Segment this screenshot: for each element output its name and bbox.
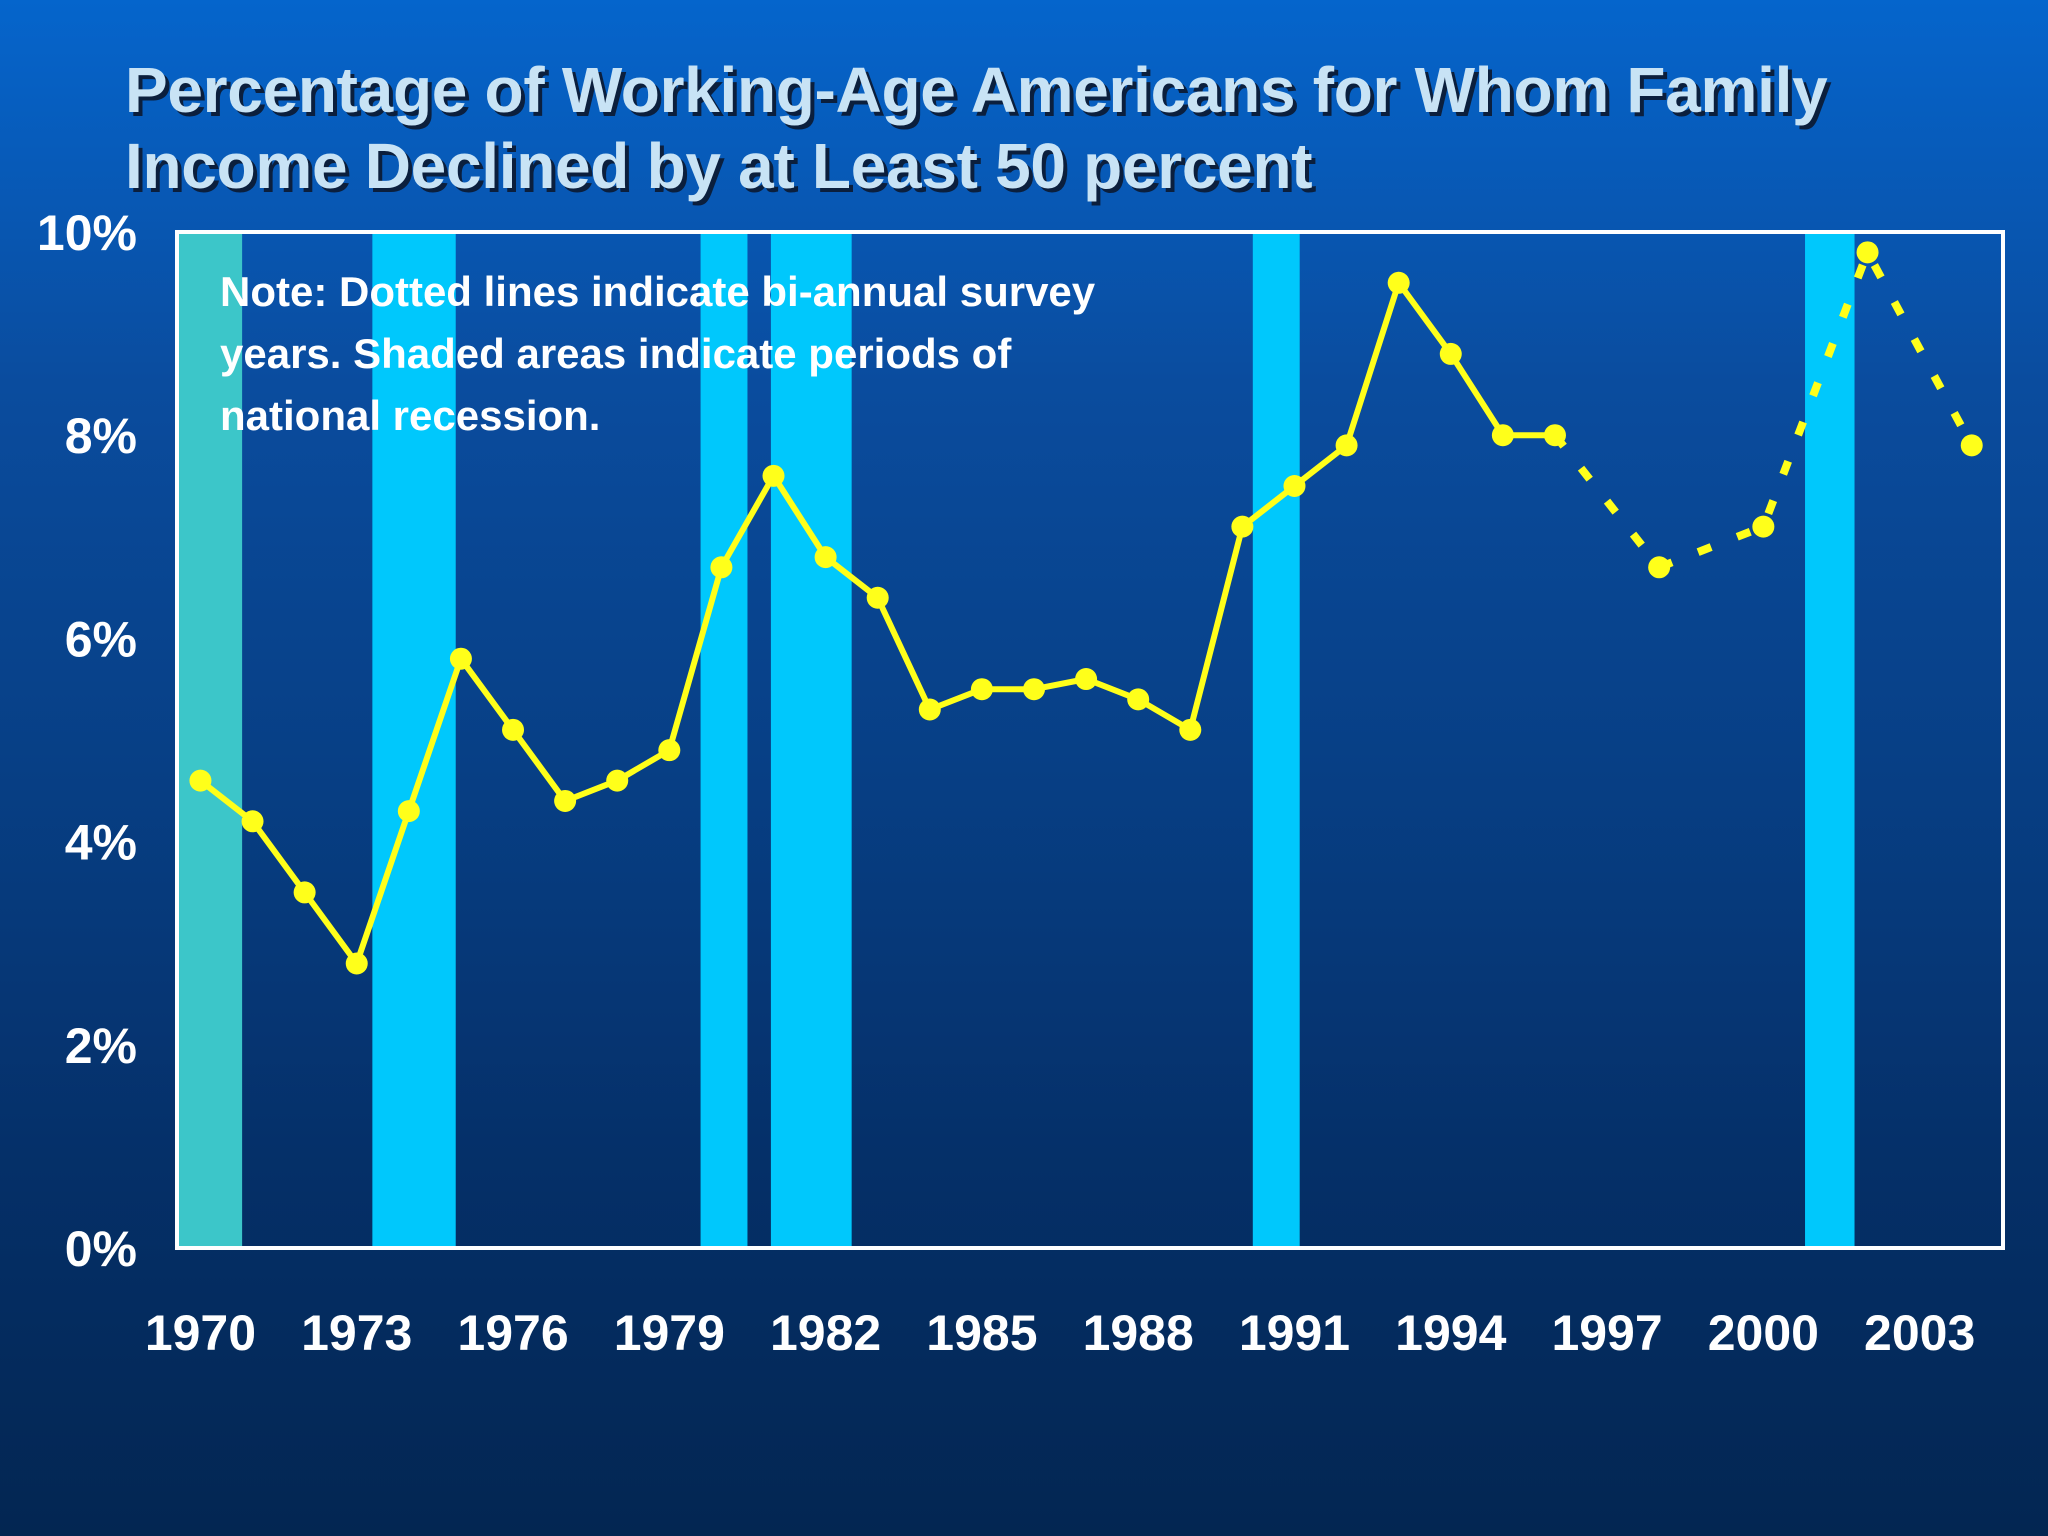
- data-point-1987: [1075, 668, 1098, 691]
- data-point-1984: [918, 698, 941, 721]
- note-line-2: years. Shaded areas indicate periods of: [220, 330, 1012, 377]
- data-point-1996: [1543, 424, 1566, 447]
- data-point-1992: [1335, 434, 1358, 457]
- data-point-1977: [554, 789, 577, 812]
- x-tick-label: 1976: [457, 1305, 568, 1361]
- recession-band-0: [177, 232, 243, 1248]
- recession-band-3: [770, 232, 852, 1248]
- note-line-1: Note: Dotted lines indicate bi-annual su…: [220, 268, 1096, 315]
- x-tick-label: 1994: [1395, 1305, 1506, 1361]
- data-point-2000: [1752, 515, 1775, 538]
- y-tick-label: 4%: [65, 815, 137, 871]
- data-point-1970: [189, 769, 212, 792]
- note-line-3: national recession.: [220, 392, 600, 439]
- data-point-1974: [397, 800, 420, 823]
- data-point-1993: [1387, 271, 1410, 294]
- data-point-1990: [1231, 515, 1254, 538]
- data-point-1980: [710, 556, 733, 579]
- recession-band-4: [1252, 232, 1300, 1248]
- data-point-1983: [866, 586, 889, 609]
- data-point-1976: [502, 718, 525, 741]
- data-point-1988: [1127, 688, 1150, 711]
- x-tick-label: 2000: [1708, 1305, 1819, 1361]
- data-point-1991: [1283, 475, 1306, 497]
- x-tick-label: 1997: [1551, 1305, 1662, 1361]
- data-point-1975: [449, 647, 472, 670]
- data-point-1972: [293, 881, 316, 904]
- x-axis-ticks: 1970 1973 1976 1979 1982 1985 1988 1991 1994 1997…: [145, 1305, 1975, 1361]
- chart-note: Note: Dotted lines indicate bi-annual su…: [220, 268, 1096, 439]
- x-tick-label: 2003: [1864, 1305, 1975, 1361]
- data-point-1998: [1648, 556, 1671, 579]
- data-point-1971: [241, 810, 264, 833]
- recession-band-2: [700, 232, 748, 1248]
- data-point-1981: [762, 464, 785, 487]
- data-point-1986: [1022, 678, 1045, 701]
- x-tick-label: 1973: [301, 1305, 412, 1361]
- y-axis-ticks: 0% 2% 4% 6% 8% 10%: [37, 205, 137, 1277]
- x-tick-label: 1991: [1239, 1305, 1350, 1361]
- y-tick-label: 8%: [65, 408, 137, 464]
- x-tick-label: 1979: [614, 1305, 725, 1361]
- data-point-1995: [1491, 424, 1514, 447]
- recession-band-1: [372, 232, 456, 1248]
- data-point-1973: [345, 952, 368, 975]
- chart-title-line-2: Income Declined by at Least 50 percent: [125, 130, 1313, 202]
- data-point-1994: [1439, 342, 1462, 365]
- recession-band-5: [1805, 232, 1855, 1248]
- y-tick-label: 2%: [65, 1018, 137, 1074]
- y-tick-label: 10%: [37, 205, 137, 261]
- x-tick-label: 1985: [926, 1305, 1037, 1361]
- y-tick-label: 0%: [65, 1221, 137, 1277]
- plot-frame: [175, 230, 2005, 1250]
- chart-title: Percentage of Working-Age Americans for …: [125, 52, 2005, 204]
- data-series: [189, 241, 1983, 975]
- x-tick-label: 1970: [145, 1305, 256, 1361]
- data-point-2004: [1960, 434, 1983, 457]
- data-point-1985: [970, 678, 993, 701]
- chart-title-line-1: Percentage of Working-Age Americans for …: [125, 54, 1828, 126]
- y-tick-label: 6%: [65, 611, 137, 667]
- data-point-2002: [1856, 241, 1879, 264]
- x-tick-label: 1982: [770, 1305, 881, 1361]
- data-point-1978: [606, 769, 629, 792]
- data-point-1982: [814, 546, 837, 569]
- recession-bands: [177, 232, 1855, 1248]
- x-tick-label: 1988: [1083, 1305, 1194, 1361]
- plot-border: [175, 230, 2005, 1250]
- data-point-1989: [1179, 718, 1202, 741]
- data-point-1979: [658, 739, 681, 762]
